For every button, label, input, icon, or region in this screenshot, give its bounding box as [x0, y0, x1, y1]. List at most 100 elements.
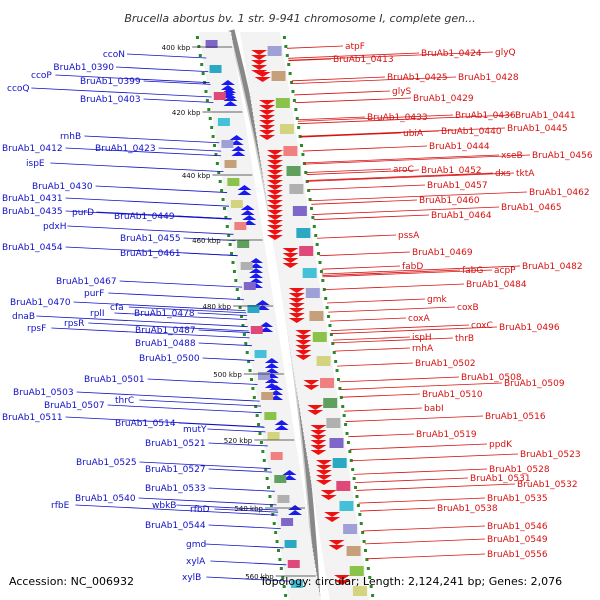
minus-gene-label[interactable]: BruAb1_0460	[419, 196, 480, 206]
minus-gene-label[interactable]: ubiA	[403, 129, 424, 139]
minus-gene-label[interactable]: BruAb1_0496	[499, 323, 560, 333]
plus-gene-label[interactable]: mutY	[183, 425, 207, 435]
minus-gene-label[interactable]: pssA	[398, 231, 420, 241]
minus-gene-label[interactable]: BruAb1_0441	[515, 111, 576, 121]
plus-gene-label[interactable]: ccoP	[31, 71, 52, 81]
plus-gene-label[interactable]: BruAb1_0533	[145, 484, 206, 494]
minus-gene-label[interactable]: BruAb1_0502	[415, 359, 476, 369]
minus-gene-label[interactable]: BruAb1_0516	[485, 412, 546, 422]
plus-gene-label[interactable]: gmd	[186, 540, 206, 550]
plus-gene-label[interactable]: BruAb1_0514	[115, 419, 176, 429]
minus-gene-label[interactable]: xseB	[501, 151, 523, 161]
plus-gene-label[interactable]: BruAb1_0527	[145, 465, 206, 475]
minus-gene-label[interactable]: BruAb1_0508	[461, 373, 522, 383]
minus-gene-label[interactable]: BruAb1_0531	[470, 474, 531, 484]
plus-gene-label[interactable]: rpsF	[27, 324, 46, 334]
plus-gene-label[interactable]: BruAb1_0525	[76, 458, 137, 468]
minus-gene-label[interactable]: thrB	[455, 334, 474, 344]
minus-gene-label[interactable]: BruAb1_0484	[466, 280, 527, 290]
minus-gene-label[interactable]: BruAb1_0424	[421, 49, 482, 59]
plus-gene-label[interactable]: BruAb1_0430	[32, 182, 93, 192]
minus-gene-label[interactable]: BruAb1_0528	[489, 465, 550, 475]
plus-gene-label[interactable]: BruAb1_0467	[56, 277, 117, 287]
plus-gene-label[interactable]: purF	[84, 289, 104, 299]
plus-gene-label[interactable]: rpsR	[64, 319, 84, 329]
plus-gene-label[interactable]: pdxH	[43, 222, 67, 232]
plus-gene-label[interactable]: rfbE	[51, 501, 70, 511]
plus-gene-label[interactable]: BruAb1_0461	[120, 249, 181, 259]
plus-gene-label[interactable]: BruAb1_0455	[120, 234, 181, 244]
plus-gene-label[interactable]: BruAb1_0470	[10, 298, 71, 308]
plus-gene-label[interactable]: BruAb1_0487	[135, 326, 196, 336]
minus-gene-label[interactable]: atpF	[345, 42, 365, 52]
minus-gene-label[interactable]: coxA	[408, 314, 431, 324]
minus-gene-label[interactable]: fabD	[402, 262, 423, 272]
minus-gene-label[interactable]: BruAb1_0444	[429, 142, 490, 152]
plus-gene-label[interactable]: wbkB	[152, 501, 176, 511]
plus-gene-label[interactable]: BruAb1_0507	[44, 401, 105, 411]
plus-gene-label[interactable]: BruAb1_0478	[134, 309, 195, 319]
minus-gene-label[interactable]: BruAb1_0523	[520, 450, 581, 460]
plus-gene-label[interactable]: BruAb1_0501	[84, 375, 145, 385]
minus-gene-label[interactable]: BruAb1_0433	[367, 113, 428, 123]
minus-gene-label[interactable]: BruAb1_0535	[487, 494, 548, 504]
minus-gene-label[interactable]: BruAb1_0456	[532, 151, 593, 161]
plus-gene-label[interactable]: BruAb1_0423	[95, 144, 156, 154]
minus-gene-label[interactable]: babI	[424, 404, 444, 414]
plus-gene-label[interactable]: BruAb1_0435	[2, 207, 63, 217]
plus-gene-label[interactable]: BruAb1_0503	[13, 388, 74, 398]
minus-gene-label[interactable]: coxB	[457, 303, 479, 313]
minus-gene-label[interactable]: BruAb1_0425	[387, 73, 448, 83]
plus-gene-label[interactable]: BruAb1_0521	[145, 439, 206, 449]
minus-gene-label[interactable]: BruAb1_0509	[504, 379, 565, 389]
minus-gene-label[interactable]: BruAb1_0457	[427, 181, 488, 191]
minus-gene-label[interactable]: BruAb1_0546	[487, 522, 548, 532]
plus-gene-label[interactable]: rnhB	[60, 132, 81, 142]
minus-gene-label[interactable]: glyS	[392, 87, 412, 97]
minus-gene-label[interactable]: rnhA	[412, 344, 434, 354]
minus-gene-label[interactable]: BruAb1_0532	[517, 480, 578, 490]
minus-gene-label[interactable]: fabG	[462, 266, 483, 276]
plus-gene-label[interactable]: BruAb1_0390	[53, 63, 114, 73]
plus-gene-label[interactable]: BruAb1_0544	[145, 521, 206, 531]
minus-gene-label[interactable]: aroC	[393, 165, 414, 175]
plus-gene-label[interactable]: BruAb1_0431	[2, 194, 63, 204]
plus-gene-label[interactable]: rfbD	[190, 505, 210, 515]
minus-gene-label[interactable]: BruAb1_0464	[431, 211, 492, 221]
minus-gene-label[interactable]: dxs	[495, 169, 511, 179]
minus-gene-label[interactable]: BruAb1_0436	[455, 111, 516, 121]
minus-gene-label[interactable]: BruAb1_0538	[437, 504, 498, 514]
plus-gene-label[interactable]: ccoQ	[7, 84, 30, 94]
plus-gene-label[interactable]: BruAb1_0511	[2, 413, 63, 423]
minus-gene-label[interactable]: BruAb1_0440	[441, 127, 502, 137]
minus-gene-label[interactable]: BruAb1_0556	[487, 550, 548, 560]
plus-gene-label[interactable]: xylA	[186, 557, 206, 567]
plus-gene-label[interactable]: BruAb1_0454	[2, 243, 63, 253]
plus-gene-label[interactable]: ispE	[26, 159, 45, 169]
minus-gene-label[interactable]: BruAb1_0452	[421, 166, 482, 176]
minus-gene-label[interactable]: BruAb1_0445	[507, 124, 568, 134]
minus-gene-label[interactable]: BruAb1_0465	[501, 203, 562, 213]
minus-gene-label[interactable]: gmk	[427, 295, 447, 305]
minus-gene-label[interactable]: BruAb1_0519	[416, 430, 477, 440]
minus-gene-label[interactable]: acpP	[494, 266, 516, 276]
plus-gene-label[interactable]: BruAb1_0488	[135, 339, 196, 349]
plus-gene-label[interactable]: thrC	[115, 396, 134, 406]
plus-gene-label[interactable]: BruAb1_0412	[2, 144, 63, 154]
plus-gene-label[interactable]: BruAb1_0540	[75, 494, 136, 504]
plus-gene-label[interactable]: ccoN	[103, 50, 125, 60]
plus-gene-label[interactable]: BruAb1_0449	[114, 212, 175, 222]
plus-gene-label[interactable]: BruAb1_0403	[80, 95, 141, 105]
plus-gene-label[interactable]: BruAb1_0399	[80, 77, 141, 87]
minus-gene-label[interactable]: coxC	[471, 321, 493, 331]
minus-gene-label[interactable]: BruAb1_0510	[422, 390, 483, 400]
minus-gene-label[interactable]: BruAb1_0428	[458, 73, 519, 83]
minus-gene-label[interactable]: ppdK	[489, 440, 513, 450]
minus-gene-label[interactable]: BruAb1_0462	[529, 188, 590, 198]
minus-gene-label[interactable]: BruAb1_0549	[487, 535, 548, 545]
minus-gene-label[interactable]: tktA	[516, 169, 535, 179]
minus-gene-label[interactable]: BruAb1_0482	[522, 262, 583, 272]
plus-gene-label[interactable]: dnaB	[12, 312, 35, 322]
plus-gene-label[interactable]: cfa	[110, 303, 124, 313]
minus-gene-label[interactable]: BruAb1_0429	[413, 94, 474, 104]
